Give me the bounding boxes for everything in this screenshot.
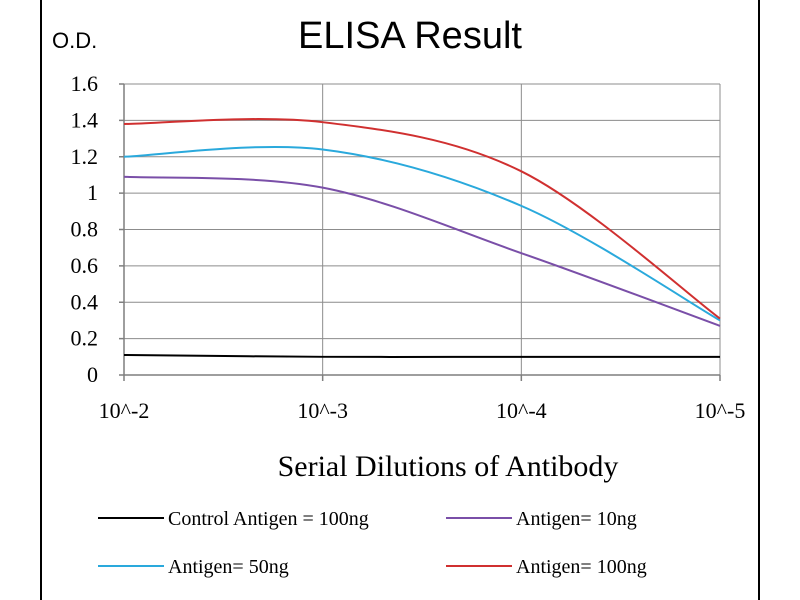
series-line-3 (123, 145, 721, 322)
y-tick-label: 0.8 (71, 217, 99, 242)
axis-layer: 0 0.2 0.4 0.6 0.8 1 1.2 1.4 1.6 10^-2 10^-3 10^-4 10… (71, 71, 746, 423)
x-tick-label: 10^-2 (99, 398, 150, 423)
y-tick-label: 0.2 (71, 326, 99, 351)
y-tick-label: 0 (87, 362, 98, 387)
y-tick-label: 1 (87, 180, 98, 205)
y-tick-label: 1.6 (71, 71, 99, 96)
x-tick-label: 10^-4 (496, 398, 547, 423)
series-line-1 (123, 353, 720, 358)
legend: Control Antigen = 100ng Antigen= 10ng Anti… (98, 508, 647, 578)
legend-label-4: Antigen= 100ng (516, 556, 647, 578)
x-tick-label: 10^-3 (297, 398, 348, 423)
series-layer (123, 118, 721, 358)
series-line-2 (123, 175, 721, 327)
legend-label-1: Control Antigen = 100ng (168, 508, 369, 530)
y-axis-label: O.D. (52, 28, 97, 53)
y-tick-label: 0.6 (71, 253, 99, 278)
y-tick-label: 0.4 (71, 289, 99, 314)
y-tick-label: 1.2 (71, 144, 99, 169)
x-axis-label: Serial Dilutions of Antibody (278, 450, 619, 483)
legend-label-2: Antigen= 10ng (516, 508, 637, 530)
chart-title: ELISA Result (298, 15, 522, 57)
grid-layer (124, 83, 721, 375)
series-line-4 (123, 118, 721, 320)
chart-frame (40, 0, 760, 600)
legend-label-3: Antigen= 50ng (168, 556, 289, 578)
y-tick-label: 1.4 (71, 107, 99, 132)
x-tick-label: 10^-5 (695, 398, 746, 423)
